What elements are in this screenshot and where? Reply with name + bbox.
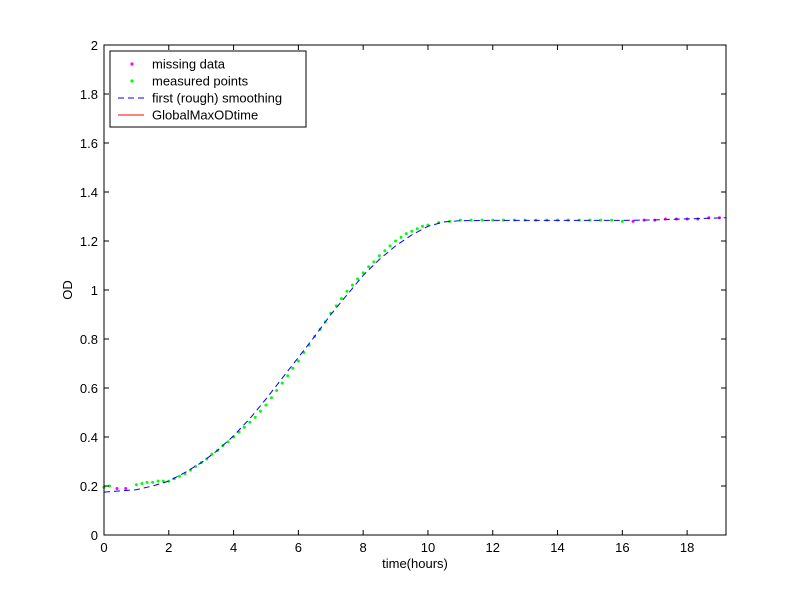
y-tick-label: 1.4 xyxy=(80,185,98,200)
series-1-point xyxy=(145,480,149,484)
x-tick-label: 12 xyxy=(486,540,500,555)
series-1-point xyxy=(108,484,112,488)
series-1-point xyxy=(177,474,181,478)
series-1-point xyxy=(339,297,343,301)
series-1-point xyxy=(350,283,354,287)
legend-label: missing data xyxy=(152,57,226,72)
y-tick-label: 2 xyxy=(91,38,98,53)
series-1-point xyxy=(410,229,414,233)
y-tick-label: 0 xyxy=(91,528,98,543)
series-1-point xyxy=(156,479,160,483)
series-1-point xyxy=(161,479,165,483)
legend-box xyxy=(109,50,307,128)
legend-entry: missing data xyxy=(130,57,226,72)
series-1-point xyxy=(420,224,424,228)
series-1-point xyxy=(361,271,365,275)
series-1-point xyxy=(242,425,246,429)
series-1-point xyxy=(415,227,419,231)
x-tick-label: 18 xyxy=(680,540,694,555)
series-1-point xyxy=(226,440,230,444)
series-1-point xyxy=(588,218,592,222)
series-1-point xyxy=(610,218,614,222)
series-1-point xyxy=(151,480,155,484)
x-tick-label: 0 xyxy=(100,540,107,555)
series-1-point xyxy=(356,277,360,281)
series-1-point xyxy=(269,396,273,400)
x-tick-label: 8 xyxy=(360,540,367,555)
x-tick-label: 14 xyxy=(550,540,564,555)
legend-label: first (rough) smoothing xyxy=(152,91,282,106)
series-1-point xyxy=(264,403,268,407)
legend-entry: measured points xyxy=(130,74,249,89)
y-tick-label: 0.4 xyxy=(80,430,98,445)
x-tick-label: 4 xyxy=(230,540,237,555)
series-1-point xyxy=(296,359,300,363)
y-tick-label: 1 xyxy=(91,283,98,298)
series-1-point xyxy=(134,483,138,487)
series-line-2 xyxy=(103,217,727,493)
series-1-point xyxy=(469,218,473,222)
series-1-point xyxy=(258,409,262,413)
axes: 0 2 4 6 8 10 12 14 16 18 0 0.2 0.4 0.6 0.8 1 1.2 1.4 1.6 1.… xyxy=(80,38,727,555)
series-1-point xyxy=(388,244,392,248)
series-0-point xyxy=(707,216,711,220)
series-0-point xyxy=(115,486,119,490)
series-1-point xyxy=(253,415,257,419)
legend-entry: GlobalMaxODtime xyxy=(118,108,258,123)
series-1-point xyxy=(383,249,387,253)
y-tick-label: 0.2 xyxy=(80,479,98,494)
series-1-point xyxy=(291,366,295,370)
series-1-point xyxy=(480,218,484,222)
series-1-point xyxy=(286,374,290,378)
x-tick-label: 10 xyxy=(421,540,435,555)
series-1-point xyxy=(280,381,284,385)
x-tick-label: 2 xyxy=(165,540,172,555)
y-tick-label: 1.6 xyxy=(80,136,98,151)
x-axis-label: time(hours) xyxy=(382,556,448,571)
series-1-point xyxy=(377,254,381,258)
series-0-point xyxy=(631,219,635,223)
y-tick-label: 0.8 xyxy=(80,332,98,347)
series-1-point xyxy=(501,218,505,222)
x-tick-label: 16 xyxy=(615,540,629,555)
series-1-point xyxy=(275,388,279,392)
y-tick-label: 1.8 xyxy=(80,87,98,102)
series-1-point xyxy=(372,260,376,264)
legend-label: GlobalMaxODtime xyxy=(152,108,258,123)
legend-marker xyxy=(130,79,134,83)
series-1-point xyxy=(491,218,495,222)
series-1-point xyxy=(345,289,349,293)
series-1-point xyxy=(140,482,144,486)
series-1-point xyxy=(194,464,198,468)
series-1-point xyxy=(599,218,603,222)
series-0-point xyxy=(124,486,128,490)
legend-entry: first (rough) smoothing xyxy=(118,91,282,106)
series-1-point xyxy=(399,235,403,239)
y-axis-label: OD xyxy=(60,280,75,300)
series-1-point xyxy=(367,265,371,269)
y-tick-label: 1.2 xyxy=(80,234,98,249)
series-1-point xyxy=(620,219,624,223)
series-1-point xyxy=(394,239,398,243)
series-1-point xyxy=(404,232,408,236)
series-1-point xyxy=(248,420,252,424)
legend: missing data measured points first (rough)… xyxy=(109,50,307,128)
legend-label: measured points xyxy=(152,74,249,89)
x-tick-label: 6 xyxy=(295,540,302,555)
legend-marker xyxy=(130,62,134,66)
plot-area xyxy=(102,216,727,493)
y-tick-label: 0.6 xyxy=(80,381,98,396)
